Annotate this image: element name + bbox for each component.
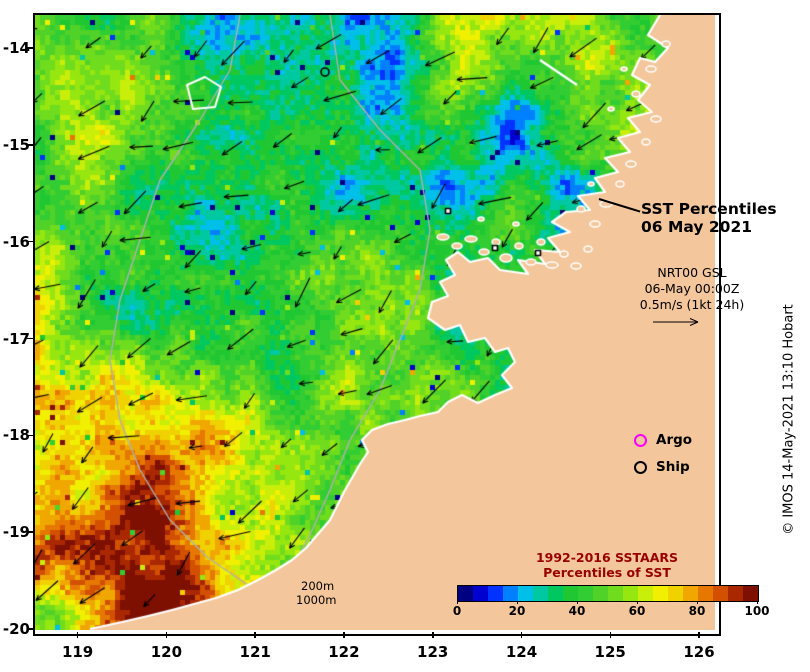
y-tick-label: -15 — [2, 135, 30, 154]
y-tick-mark — [27, 628, 33, 630]
x-tick-mark — [432, 632, 434, 638]
colorbar-tick-label: 40 — [568, 604, 586, 618]
y-tick-mark — [27, 434, 33, 437]
colorbar-segment — [713, 586, 728, 601]
x-tick-mark — [609, 632, 611, 638]
colorbar-segment — [458, 586, 473, 601]
colorbar-segment — [698, 586, 713, 601]
colorbar-title: 1992-2016 SSTAARS Percentiles of SST — [457, 550, 757, 580]
x-tick-label: 124 — [505, 643, 538, 661]
sst-heatmap-canvas — [35, 15, 715, 630]
colorbar-tick-label: 100 — [744, 604, 770, 618]
x-tick-mark — [698, 632, 700, 638]
colorbar-segment — [653, 586, 668, 601]
colorbar-segment — [608, 586, 623, 601]
y-tick-mark — [27, 337, 33, 340]
nrt-product-label: NRT00 GSL — [657, 265, 727, 280]
credit-text: © IMOS 14-May-2021 13:10 Hobart — [781, 304, 797, 535]
nrt-scale-label: 0.5m/s (1kt 24h) — [639, 297, 745, 312]
y-tick-label: -19 — [2, 523, 30, 542]
y-tick-label: -17 — [2, 329, 30, 348]
argo-marker-icon — [634, 433, 647, 447]
colorbar-segment — [638, 586, 653, 601]
depth-contour-label-1000m: 1000m — [296, 593, 337, 607]
colorbar-segment — [518, 586, 533, 601]
colorbar-tick-label: 0 — [452, 604, 462, 618]
colorbar-segment — [473, 586, 488, 601]
colorbar-title-line1: 1992-2016 SSTAARS — [535, 550, 679, 565]
colorbar-segment — [563, 586, 578, 601]
x-tick-label: 119 — [61, 643, 94, 661]
colorbar-segment — [578, 586, 593, 601]
x-tick-label: 121 — [239, 643, 271, 661]
x-tick-mark — [165, 632, 168, 638]
colorbar-tick-label: 60 — [628, 604, 646, 618]
colorbar — [457, 585, 759, 602]
colorbar-segment — [623, 586, 638, 601]
map-title-line1: SST Percentiles — [641, 200, 777, 218]
y-tick-mark — [27, 47, 33, 49]
colorbar-segment — [668, 586, 683, 601]
x-tick-mark — [76, 632, 79, 638]
y-tick-mark — [27, 240, 33, 243]
colorbar-tick-mark — [517, 601, 518, 604]
colorbar-tick-label: 80 — [688, 604, 706, 618]
x-tick-mark — [254, 632, 256, 638]
colorbar-segment — [503, 586, 518, 601]
map-title-line2: 06 May 2021 — [641, 218, 753, 236]
argo-label: Argo — [656, 432, 693, 448]
y-tick-label: -16 — [2, 232, 30, 251]
colorbar-tick-mark — [457, 601, 458, 604]
colorbar-tick-mark — [577, 601, 578, 604]
y-tick-mark — [27, 531, 33, 533]
colorbar-segment — [533, 586, 548, 601]
colorbar-ticks: 0 20 40 60 80 100 — [453, 601, 770, 619]
colorbar-tick-mark — [637, 601, 638, 604]
ship-marker-icon — [634, 460, 647, 474]
map-title-annotation: SST Percentiles 06 May 2021 — [641, 200, 777, 236]
colorbar-segment — [743, 586, 758, 601]
current-field-info: NRT00 GSL 06-May 00:00Z 0.5m/s (1kt 24h) — [626, 265, 758, 313]
x-tick-label: 123 — [417, 643, 449, 661]
x-tick-mark — [343, 632, 345, 638]
current-scale-arrow-icon — [653, 318, 699, 326]
x-tick-label: 120 — [150, 643, 183, 661]
y-tick-label: -14 — [2, 38, 30, 57]
nrt-time-label: 06-May 00:00Z — [644, 281, 740, 296]
depth-contour-label-200m: 200m — [301, 579, 335, 593]
colorbar-segment — [683, 586, 698, 601]
legend-ship: Ship — [634, 459, 690, 475]
colorbar-segment — [593, 586, 608, 601]
colorbar-tick-mark — [757, 601, 758, 604]
colorbar-title-line2: Percentiles of SST — [543, 565, 671, 580]
x-tick-label: 125 — [594, 643, 626, 661]
colorbar-tick-mark — [697, 601, 698, 604]
legend-argo: Argo — [634, 432, 692, 448]
x-tick-label: 122 — [328, 643, 360, 661]
y-tick-label: -20 — [2, 620, 30, 638]
y-tick-mark — [27, 144, 33, 146]
x-tick-label: 126 — [683, 643, 715, 661]
colorbar-segment — [488, 586, 503, 601]
x-tick-mark — [520, 632, 523, 638]
y-tick-label: -18 — [2, 426, 30, 445]
ship-label: Ship — [656, 459, 690, 475]
colorbar-segment — [548, 586, 563, 601]
colorbar-tick-label: 20 — [508, 604, 526, 618]
colorbar-segment — [728, 586, 743, 601]
